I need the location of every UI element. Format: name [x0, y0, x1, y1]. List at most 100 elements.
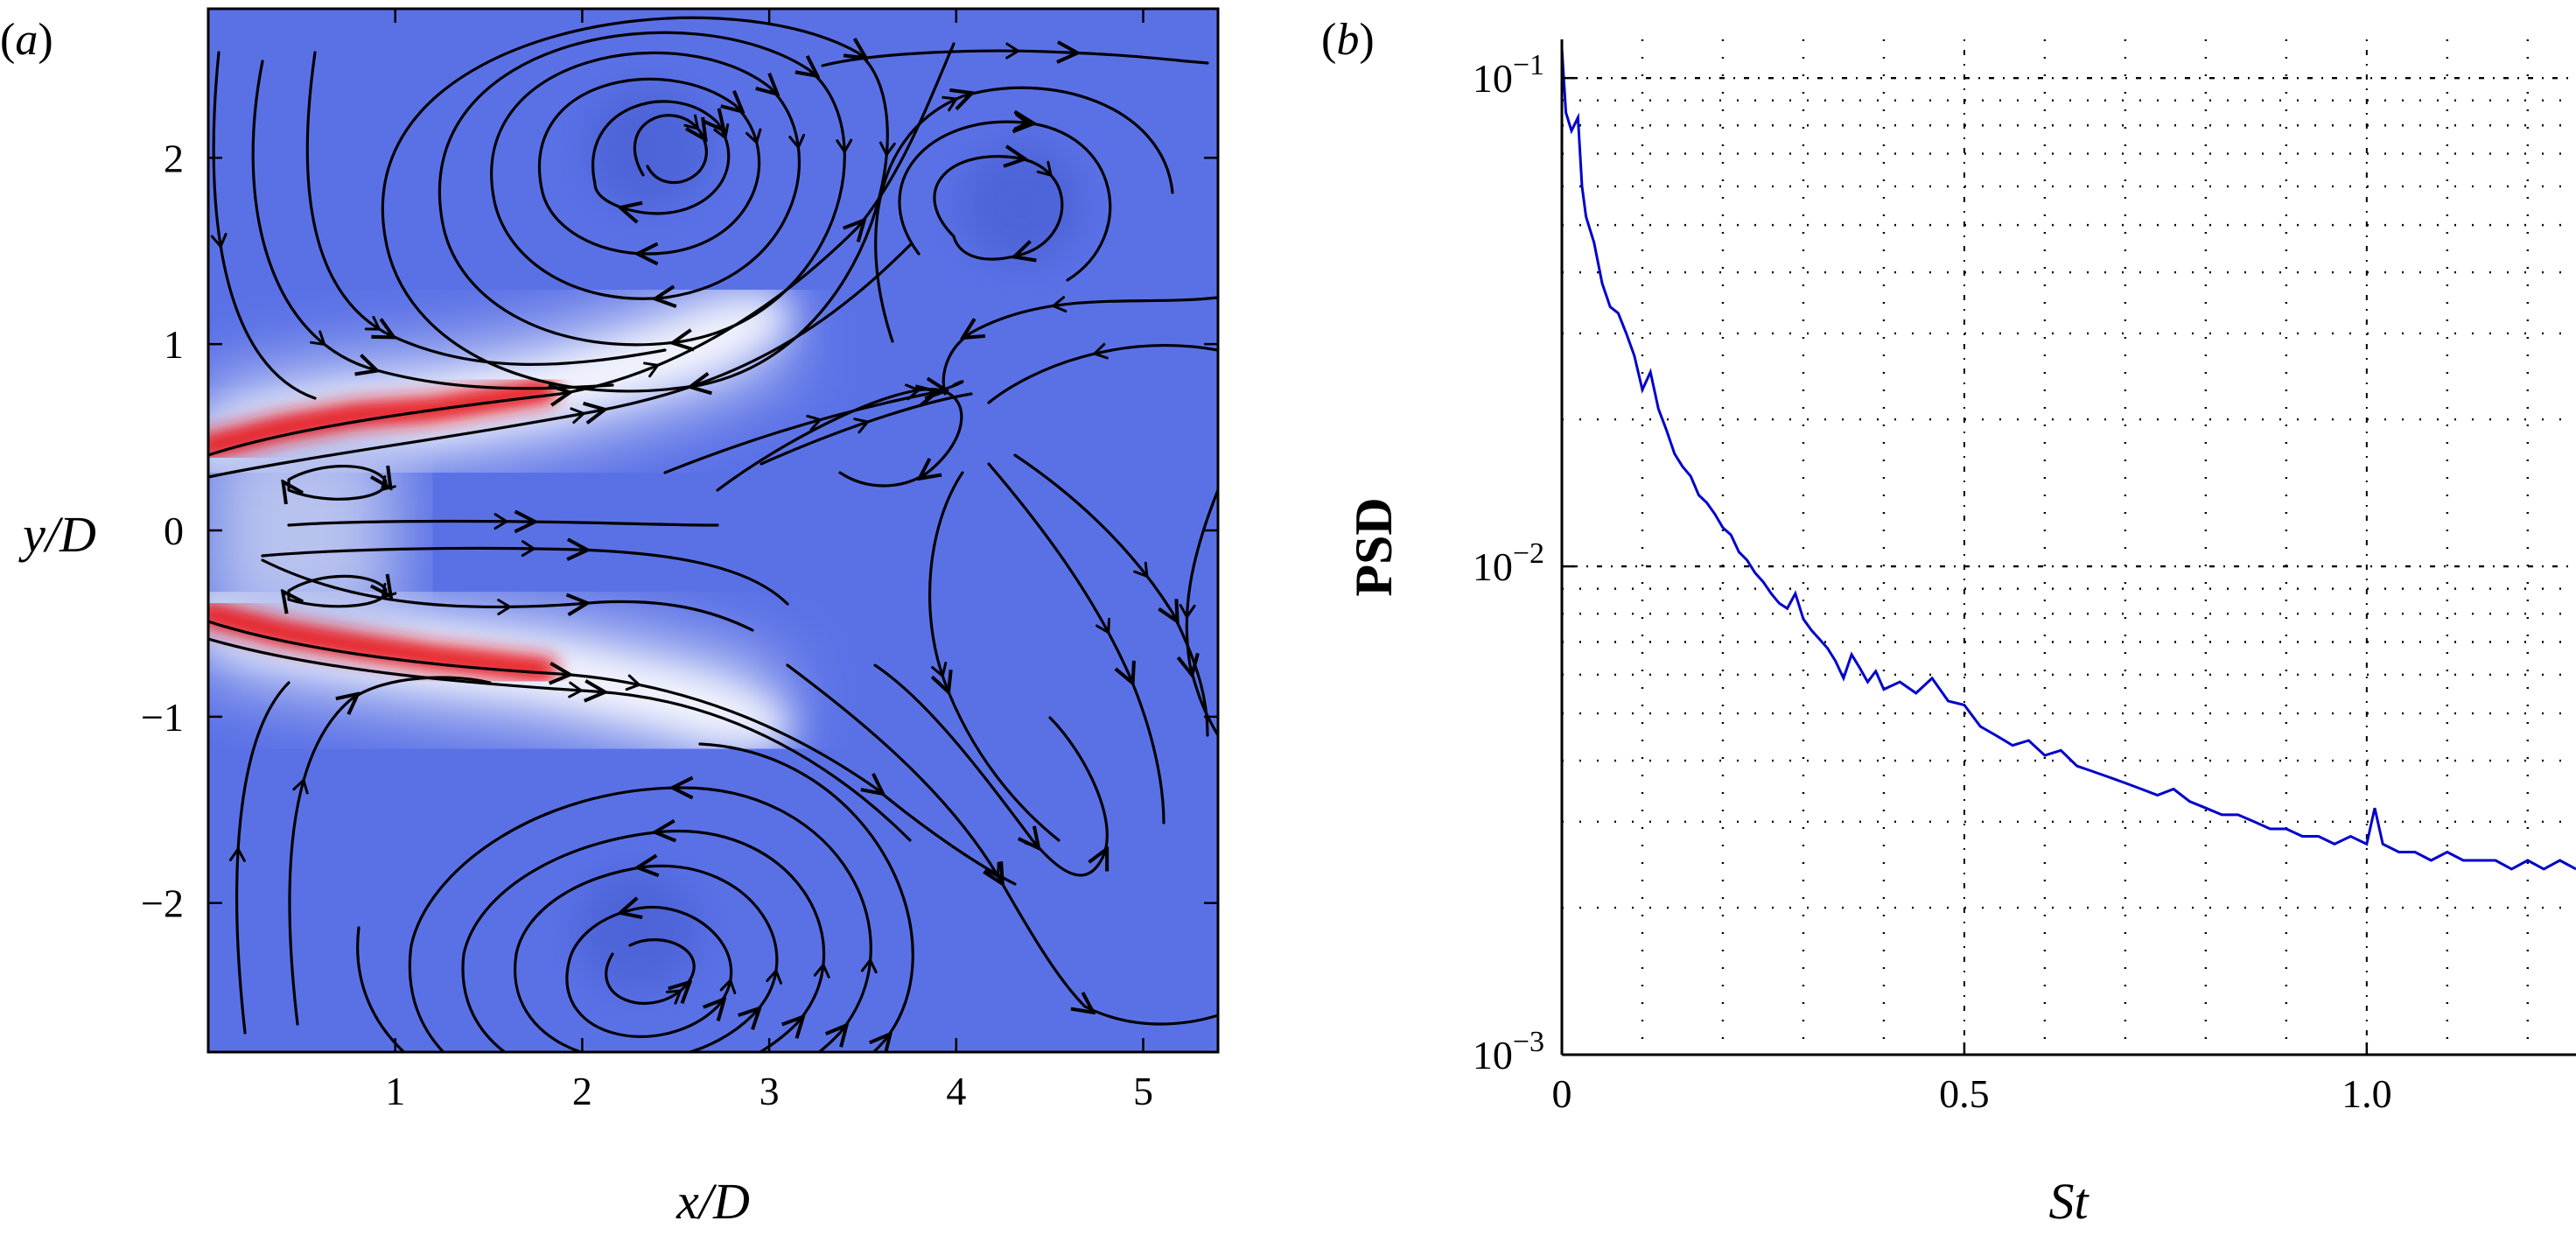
streamlines [208, 16, 1218, 1052]
panel-b-ylabel: PSD [1345, 497, 1403, 596]
panel-a-ytick-label-2: 0 [164, 509, 184, 553]
streamline-arrow-12 [1036, 160, 1053, 177]
streamline-22 [287, 521, 719, 525]
panel-a-xtick-label-3: 4 [946, 1069, 966, 1113]
streamline-38 [987, 462, 1166, 825]
streamline-24 [261, 558, 754, 632]
streamline-arrow-6 [364, 315, 381, 331]
streamline-arrow-24 [497, 598, 512, 615]
streamline-arrow-10 [570, 407, 585, 425]
streamline-arrow-23 [521, 540, 536, 558]
streamline-33 [288, 676, 492, 1026]
vortex-shade-2 [577, 869, 700, 993]
streamline-arrow-39 [1133, 561, 1149, 578]
panel-a-xlabel: x/D [676, 1173, 750, 1230]
streamline-31 [408, 788, 872, 1052]
streamline-arrow-14 [942, 95, 958, 112]
panel-b-axes [1560, 39, 2576, 1056]
streamline-arrow-37 [931, 661, 948, 677]
streamline-8 [212, 51, 317, 400]
streamline-arrow-40 [1179, 604, 1196, 619]
panel-b-xtick-label-2: 1.0 [2342, 1071, 2392, 1116]
streamline-19 [716, 389, 963, 492]
panel-b-ytick-label-1: 10−2 [1473, 537, 1544, 589]
panel-b-ytick-label-0: 10−3 [1473, 1026, 1544, 1077]
streamline-17 [760, 392, 973, 466]
streamline-arrow-19 [905, 383, 920, 401]
streamline-arrow-38 [1095, 617, 1111, 635]
streamline-arrow-31 [860, 958, 878, 974]
streamline-arrow-29 [766, 969, 782, 985]
panel-a-ytick-label-3: 1 [164, 322, 184, 367]
streamline-arrow-22 [494, 513, 508, 530]
streamline-arrow-1 [713, 123, 730, 139]
streamline-13 [898, 122, 1112, 282]
streamline-16 [987, 344, 1218, 404]
streamline-35 [786, 663, 1218, 1026]
streamline-arrow-33 [292, 778, 309, 795]
streamline-23 [261, 548, 789, 606]
streamline-arrow-21 [381, 582, 397, 599]
streamline-arrow-27 [665, 989, 682, 1005]
streamline-arrow-34 [228, 847, 246, 862]
panel-b-xlabel: St [2048, 1173, 2090, 1230]
streamline-18 [663, 380, 964, 474]
streamline-arrow-15 [1052, 296, 1068, 313]
streamline-arrow-3 [788, 133, 806, 149]
streamline-arrow-28 [719, 979, 737, 994]
streamline-37 [928, 471, 1060, 842]
streamline-arrow-11 [1005, 42, 1020, 60]
streamline-arrow-16 [1093, 342, 1109, 360]
streamline-12 [933, 157, 1064, 259]
streamline-5 [381, 16, 889, 391]
panel-a-ytick-label-1: −1 [141, 695, 184, 740]
streamline-arrow-26 [568, 681, 583, 698]
streamline-39 [1013, 453, 1209, 737]
panel-a-ytick-label-0: −2 [141, 881, 184, 926]
streamline-11 [821, 51, 1209, 67]
panel-b-ticks: 0 0.5 1.0 10−3 10−2 10−1 [1473, 49, 2392, 1116]
streamline-arrow-36 [1024, 832, 1040, 849]
panel-a-xtick-label-2: 3 [760, 1069, 780, 1113]
panel-b-xtick-label-0: 0 [1552, 1071, 1572, 1116]
streamline-arrow-7 [310, 330, 326, 346]
panel-b-xtick-label-1: 0.5 [1939, 1071, 1990, 1116]
streamline-40 [1186, 488, 1218, 737]
streamline-arrow-0 [683, 114, 700, 130]
streamline-arrow-13 [1013, 113, 1029, 130]
streamline-arrow-5 [878, 141, 896, 157]
red-core-1 [208, 600, 558, 684]
streamline-25 [208, 620, 1017, 886]
panel-a-xtick-label-4: 5 [1133, 1069, 1153, 1113]
streamline-arrow-9 [643, 361, 660, 378]
streamline-arrow-18 [806, 414, 822, 432]
panel-a-ylabel: y/D [18, 506, 96, 563]
streamline-32 [356, 742, 914, 1052]
streamline-arrow-35 [984, 861, 1000, 878]
streamline-arrow-2 [745, 128, 762, 144]
panel-a-label: (a) [0, 15, 53, 65]
streamline-26 [208, 637, 912, 842]
panel-a-xtick-label-0: 1 [385, 1069, 405, 1113]
streamline-10 [208, 243, 912, 479]
streamline-arrow-4 [836, 138, 853, 153]
vortex-shade-1 [960, 143, 1083, 266]
panel-b-grid [1562, 39, 2576, 1055]
panel-b-ytick-label-2: 10−1 [1473, 49, 1544, 101]
streamline-34 [235, 681, 290, 1035]
panel-a-ticks: 1 2 3 4 5 −2 −1 0 1 2 [141, 9, 1218, 1113]
streamline-arrow-30 [813, 963, 830, 979]
streamline-14 [874, 86, 1174, 343]
streamline-36 [873, 663, 1107, 877]
streamline-arrow-17 [853, 418, 870, 434]
streamline-arrow-8 [210, 233, 228, 249]
panel-b-label: (b) [1321, 15, 1375, 65]
psd-series-line [1562, 48, 2576, 871]
streamline-7 [251, 60, 614, 390]
streamline-arrow-20 [380, 475, 396, 491]
red-core-0 [208, 377, 558, 460]
streamline-9 [208, 42, 956, 457]
panel-a-ytick-label-4: 2 [164, 136, 184, 180]
panel-a-xtick-label-1: 2 [572, 1069, 592, 1113]
